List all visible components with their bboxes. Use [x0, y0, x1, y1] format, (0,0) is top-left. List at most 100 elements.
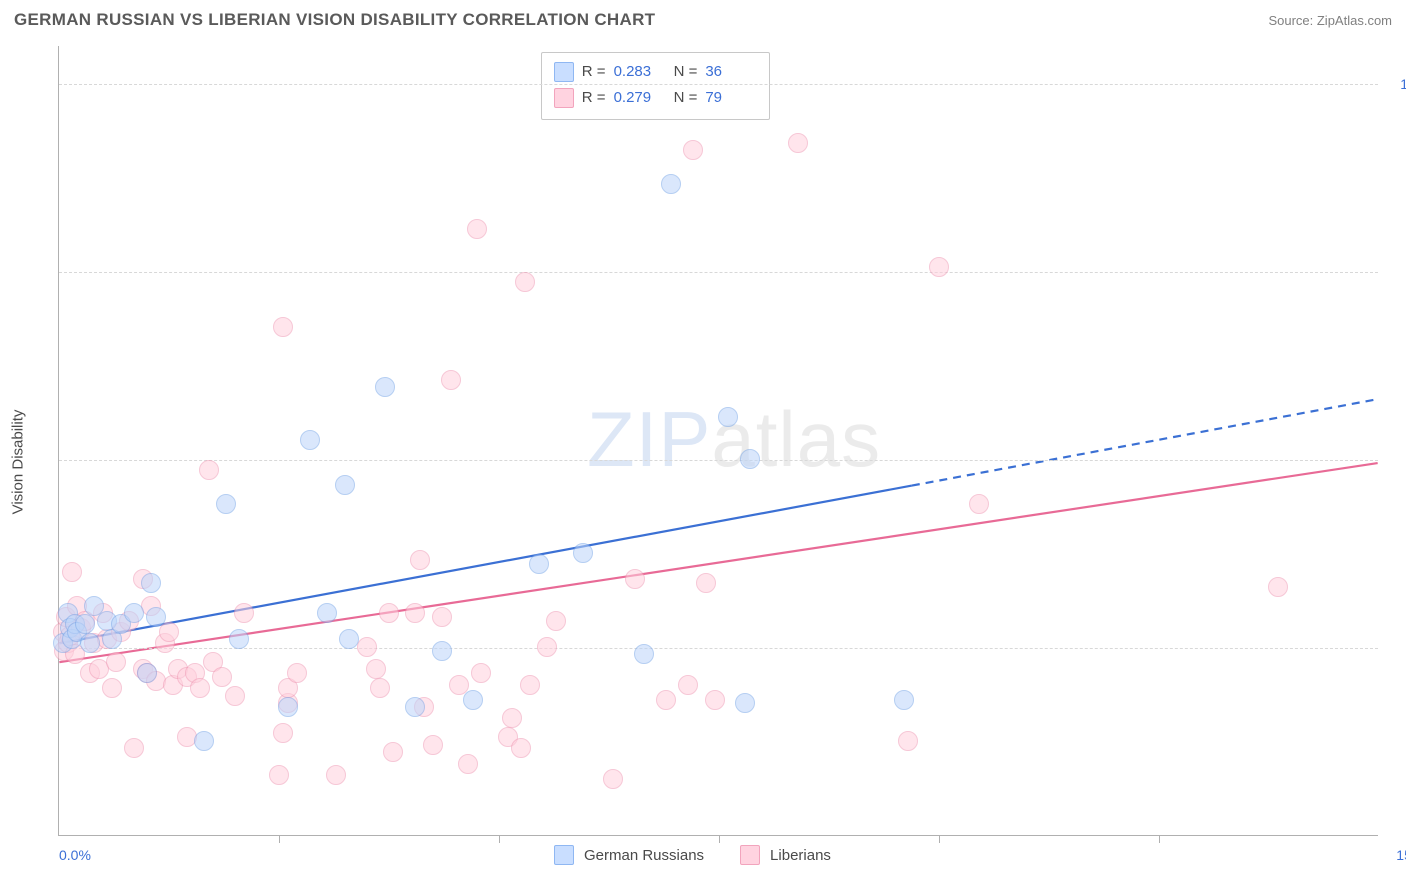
legend-label: Liberians [770, 847, 831, 864]
n-label: N = [674, 59, 698, 85]
source-attribution: Source: ZipAtlas.com [1268, 13, 1392, 28]
data-point [146, 607, 166, 627]
data-point [625, 569, 645, 589]
data-point [124, 603, 144, 623]
data-point [463, 690, 483, 710]
data-point [515, 272, 535, 292]
n-label: N = [674, 85, 698, 111]
y-axis-label: Vision Disability [10, 410, 27, 515]
watermark: ZIPatlas [587, 394, 881, 485]
x-axis-min-label: 0.0% [59, 847, 91, 863]
stats-row: R =0.283N =36 [554, 59, 758, 85]
data-point [194, 731, 214, 751]
data-point [432, 641, 452, 661]
data-point [370, 678, 390, 698]
data-point [137, 663, 157, 683]
r-label: R = [582, 85, 606, 111]
data-point [735, 693, 755, 713]
page-title: GERMAN RUSSIAN VS LIBERIAN VISION DISABI… [14, 10, 655, 30]
data-point [273, 317, 293, 337]
data-point [458, 754, 478, 774]
watermark-part2: atlas [711, 395, 881, 483]
y-tick-label: 5.0% [1384, 452, 1406, 468]
data-point [234, 603, 254, 623]
series-swatch [554, 845, 574, 865]
data-point [441, 370, 461, 390]
data-point [159, 622, 179, 642]
series-swatch [554, 88, 574, 108]
x-tick [279, 835, 280, 843]
series-swatch [554, 62, 574, 82]
data-point [634, 644, 654, 664]
data-point [502, 708, 522, 728]
correlation-stats-box: R =0.283N =36R =0.279N =79 [541, 52, 771, 120]
x-axis-max-label: 15.0% [1396, 847, 1406, 863]
data-point [375, 377, 395, 397]
series-swatch [740, 845, 760, 865]
data-point [894, 690, 914, 710]
data-point [683, 140, 703, 160]
gridline-h [59, 272, 1378, 273]
data-point [287, 663, 307, 683]
gridline-h [59, 84, 1378, 85]
data-point [229, 629, 249, 649]
data-point [405, 603, 425, 623]
n-value: 79 [705, 85, 757, 111]
data-point [696, 573, 716, 593]
data-point [529, 554, 549, 574]
trend-lines [59, 46, 1378, 835]
data-point [102, 678, 122, 698]
legend-label: German Russians [584, 847, 704, 864]
data-point [788, 133, 808, 153]
data-point [273, 723, 293, 743]
data-point [410, 550, 430, 570]
data-point [656, 690, 676, 710]
data-point [366, 659, 386, 679]
data-point [718, 407, 738, 427]
r-value: 0.279 [614, 85, 666, 111]
chart-container: Vision Disability ZIPatlas R =0.283N =36… [14, 46, 1392, 878]
y-tick-label: 2.5% [1384, 640, 1406, 656]
r-value: 0.283 [614, 59, 666, 85]
data-point [740, 449, 760, 469]
data-point [106, 652, 126, 672]
data-point [124, 738, 144, 758]
legend: German Russians Liberians [554, 845, 831, 865]
data-point [199, 460, 219, 480]
data-point [705, 690, 725, 710]
data-point [80, 633, 100, 653]
watermark-part1: ZIP [587, 395, 711, 483]
x-tick [499, 835, 500, 843]
scatter-plot: ZIPatlas R =0.283N =36R =0.279N =79 Germ… [58, 46, 1378, 836]
data-point [300, 430, 320, 450]
y-tick-label: 10.0% [1384, 76, 1406, 92]
r-label: R = [582, 59, 606, 85]
data-point [678, 675, 698, 695]
data-point [339, 629, 359, 649]
data-point [212, 667, 232, 687]
data-point [357, 637, 377, 657]
data-point [75, 614, 95, 634]
data-point [190, 678, 210, 698]
gridline-h [59, 460, 1378, 461]
data-point [898, 731, 918, 751]
data-point [317, 603, 337, 623]
y-tick-label: 7.5% [1384, 264, 1406, 280]
x-tick [939, 835, 940, 843]
x-tick [1159, 835, 1160, 843]
data-point [661, 174, 681, 194]
data-point [603, 769, 623, 789]
data-point [929, 257, 949, 277]
data-point [62, 562, 82, 582]
data-point [471, 663, 491, 683]
data-point [573, 543, 593, 563]
data-point [405, 697, 425, 717]
data-point [520, 675, 540, 695]
x-tick [719, 835, 720, 843]
data-point [546, 611, 566, 631]
data-point [969, 494, 989, 514]
data-point [432, 607, 452, 627]
data-point [225, 686, 245, 706]
data-point [326, 765, 346, 785]
data-point [141, 573, 161, 593]
